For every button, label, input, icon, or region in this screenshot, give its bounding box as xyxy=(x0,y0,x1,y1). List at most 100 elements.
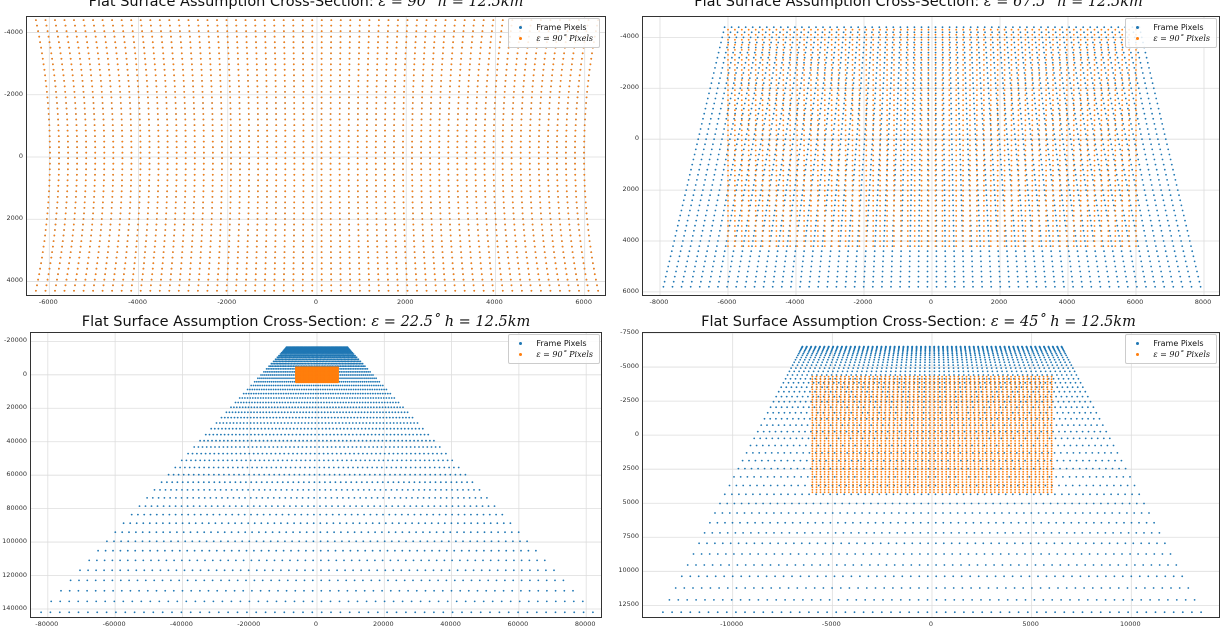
data-point xyxy=(482,19,485,21)
data-point xyxy=(93,184,96,187)
data-point xyxy=(556,135,558,137)
data-point xyxy=(264,35,267,38)
data-point xyxy=(121,179,123,182)
data-point xyxy=(146,85,149,88)
data-point xyxy=(411,168,413,171)
data-point xyxy=(67,41,70,44)
data-point xyxy=(577,91,579,93)
data-point xyxy=(411,135,413,137)
data-point xyxy=(104,35,106,38)
data-point xyxy=(494,96,497,99)
data-point xyxy=(88,57,91,60)
data-point xyxy=(366,96,369,99)
data-point xyxy=(556,184,559,187)
data-point xyxy=(516,52,519,55)
data-point xyxy=(302,140,305,143)
data-point xyxy=(293,113,296,115)
data-point xyxy=(47,35,50,38)
data-point xyxy=(184,118,187,121)
data-point xyxy=(275,162,278,165)
data-point xyxy=(164,74,166,77)
data-point xyxy=(85,140,87,143)
data-point xyxy=(142,41,145,44)
data-point xyxy=(329,118,332,121)
data-point xyxy=(193,113,196,115)
data-point xyxy=(220,190,223,193)
data-point xyxy=(421,102,423,104)
data-point xyxy=(81,80,84,82)
data-point xyxy=(293,190,296,193)
data-point xyxy=(329,179,332,182)
data-point xyxy=(44,74,46,77)
data-point xyxy=(61,68,64,71)
data-point xyxy=(169,24,171,27)
data-point xyxy=(184,135,187,137)
data-point xyxy=(569,80,571,82)
data-point xyxy=(529,196,532,198)
data-point xyxy=(583,184,586,187)
data-point xyxy=(548,113,550,115)
data-point xyxy=(429,168,432,171)
data-point xyxy=(266,179,268,182)
data-point xyxy=(358,30,361,33)
data-point xyxy=(211,196,214,198)
data-point xyxy=(184,168,187,171)
data-point xyxy=(207,24,209,27)
data-point xyxy=(139,19,142,21)
data-point xyxy=(447,184,450,187)
data-point xyxy=(266,162,269,165)
data-point xyxy=(41,52,43,55)
data-point xyxy=(175,179,178,182)
data-point xyxy=(514,68,517,71)
data-point xyxy=(421,91,424,93)
data-point xyxy=(377,35,380,38)
data-point xyxy=(48,173,51,176)
data-point xyxy=(338,102,341,104)
data-point xyxy=(320,140,323,143)
data-point xyxy=(474,135,477,137)
data-point xyxy=(570,68,573,71)
data-point xyxy=(403,74,406,77)
data-point xyxy=(311,107,314,110)
data-point xyxy=(347,118,350,121)
data-point xyxy=(159,24,162,27)
data-point xyxy=(239,140,241,143)
data-point xyxy=(76,151,78,154)
data-point xyxy=(208,46,211,49)
data-point xyxy=(567,102,569,104)
data-point xyxy=(238,118,241,121)
data-point xyxy=(72,80,75,82)
data-point xyxy=(256,85,259,88)
data-point xyxy=(348,74,351,77)
data-point xyxy=(459,74,461,77)
data-point xyxy=(58,168,60,171)
data-point xyxy=(459,63,462,66)
data-point xyxy=(339,19,342,21)
data-point xyxy=(439,107,441,110)
data-point xyxy=(339,30,342,33)
data-point xyxy=(257,157,260,160)
data-point xyxy=(338,157,341,160)
data-point xyxy=(274,63,277,66)
data-point xyxy=(393,124,395,126)
data-point xyxy=(75,129,78,132)
data-point xyxy=(366,190,368,193)
data-point xyxy=(37,30,39,33)
data-point xyxy=(384,157,386,160)
data-point xyxy=(166,118,169,121)
data-point xyxy=(486,74,489,77)
data-point xyxy=(402,124,405,126)
data-point xyxy=(144,63,147,66)
data-point xyxy=(146,80,148,82)
data-point xyxy=(393,151,395,154)
data-point xyxy=(230,173,232,176)
data-point xyxy=(476,96,478,99)
data-point xyxy=(376,74,378,77)
data-point xyxy=(302,113,305,115)
data-point xyxy=(266,151,269,154)
data-point xyxy=(490,35,493,38)
data-point xyxy=(567,91,570,93)
data-point xyxy=(265,96,268,99)
data-point xyxy=(245,35,248,38)
data-point xyxy=(283,46,286,49)
